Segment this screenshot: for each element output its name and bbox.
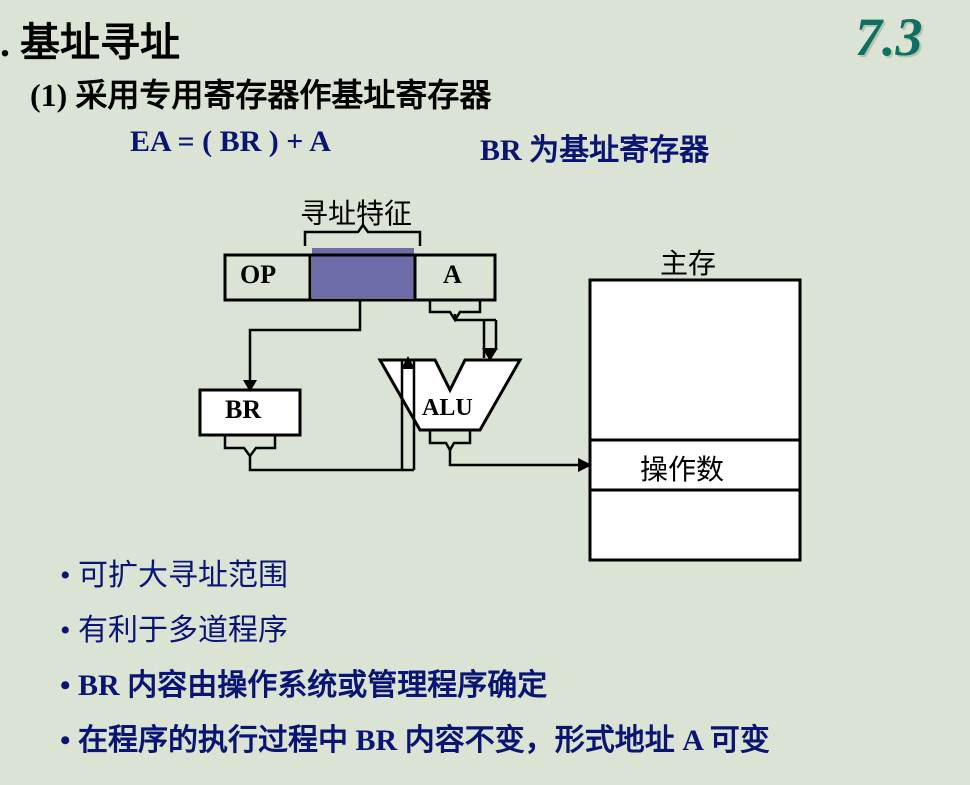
- bullet-dot: •: [60, 559, 78, 592]
- bullet-1-text: 可扩大寻址范围: [78, 559, 288, 592]
- bullet-3-text: BR 内容由操作系统或管理程序确定: [78, 669, 547, 702]
- label-addr-feature: 寻址特征: [300, 192, 412, 232]
- label-op: OP: [240, 260, 276, 290]
- bullet-dot: •: [60, 614, 78, 647]
- bullet-4-text: 在程序的执行过程中 BR 内容不变，形式地址 A 可变: [78, 724, 770, 757]
- bullet-2: • 有利于多道程序: [60, 605, 288, 649]
- bullet-1: • 可扩大寻址范围: [60, 550, 288, 594]
- label-a: A: [443, 260, 462, 290]
- bullet-2-text: 有利于多道程序: [78, 614, 288, 647]
- label-alu: ALU: [422, 395, 473, 422]
- bullet-4: • 在程序的执行过程中 BR 内容不变，形式地址 A 可变: [60, 715, 770, 759]
- slide-stage: . 基址寻址 7.3 (1) 采用专用寄存器作基址寄存器 EA = ( BR )…: [0, 0, 970, 785]
- label-operand: 操作数: [640, 448, 724, 488]
- label-main-memory: 主存: [660, 242, 716, 282]
- bullet-dot: •: [60, 724, 78, 757]
- bullet-3: • BR 内容由操作系统或管理程序确定: [60, 660, 547, 704]
- bullet-dot: •: [60, 669, 78, 702]
- label-br: BR: [225, 395, 261, 425]
